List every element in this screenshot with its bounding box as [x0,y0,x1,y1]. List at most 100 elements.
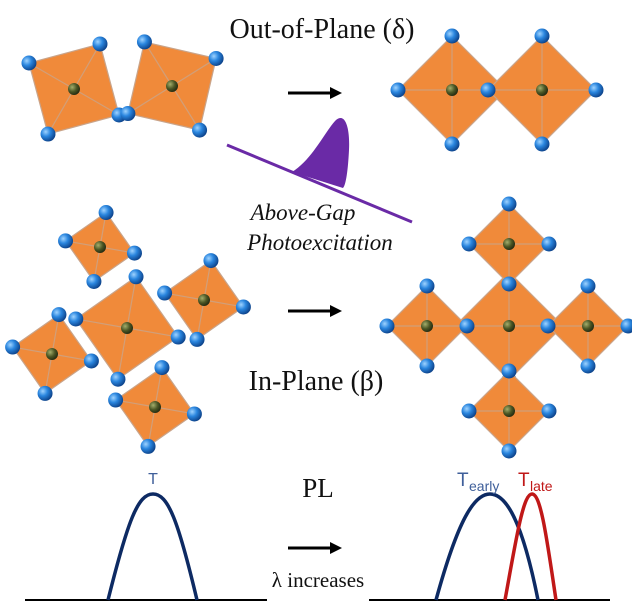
right-arrow-icon [288,542,342,554]
vertex-atom [192,122,208,138]
vertex-atom [459,318,475,334]
vertex-atom [540,318,556,334]
center-atom [198,294,210,306]
vertex-atom [480,82,496,98]
vertex-atom [461,403,477,419]
vertex-atom [541,236,557,252]
vertex-atom [136,34,152,50]
vertex-atom [501,196,517,212]
octahedron [461,196,557,292]
center-atom [46,348,58,360]
t-late-sub: late [530,478,553,494]
vertex-atom [588,82,604,98]
octahedron-bond [126,327,179,338]
vertex-atom [68,311,84,327]
vertex-atom [390,82,406,98]
t-early-sub: early [469,478,499,494]
t-early-main: T [457,470,469,491]
center-atom [421,320,433,332]
photoexcitation-label-line2: Photoexcitation [246,230,393,255]
vertex-atom [5,339,21,355]
vertex-atom [501,443,517,459]
vertex-atom [110,371,126,387]
vertex-atom [461,236,477,252]
octahedron-bond [143,41,173,87]
t-late-main: T [518,470,530,491]
center-atom [94,241,106,253]
vertex-atom [120,106,136,122]
center-atom [503,405,515,417]
t-label: T [148,471,158,488]
octahedron [379,278,475,374]
center-atom [166,80,178,92]
vertex-atom [208,50,224,66]
octahedron-bond [73,43,101,90]
vertex-atom [620,318,632,334]
octahedron-bond [28,62,75,90]
vertex-atom [92,36,108,52]
octahedron-bond [75,318,128,329]
vertex-atom [534,136,550,152]
vertex-atom [419,358,435,374]
center-atom [582,320,594,332]
vertex-atom [126,245,142,261]
vertex-atom [157,285,173,301]
octahedron [120,34,224,138]
vertex-atom [580,358,596,374]
right-arrow-icon [288,305,342,317]
octahedron [480,28,604,152]
octahedra-out-of-plane-before [21,34,224,142]
center-atom [503,238,515,250]
vertex-atom [501,363,517,379]
octahedron-bond [47,88,75,135]
center-atom [446,84,458,96]
pl-curve-t [106,492,199,601]
laser-pulse-icon [226,118,413,224]
vertex-atom [58,233,74,249]
octahedron-bond [171,85,201,131]
photoexcitation-label-line1: Above-Gap [249,200,356,225]
octahedron-bond [73,88,120,116]
octahedron [5,307,99,401]
right-arrow-icon [288,87,342,99]
center-atom [149,401,161,413]
vertex-atom [444,28,460,44]
pl-curve-t-early [434,492,540,601]
t-late-label: T late [518,470,553,494]
pl-curve-t-late [503,492,558,601]
octahedron [58,205,142,289]
vertex-atom [379,318,395,334]
center-atom [68,83,80,95]
vertex-atom [186,406,202,422]
t-early-label: T early [457,470,499,494]
vertex-atom [170,329,186,345]
octahedra-in-plane-after [379,196,632,459]
vertex-atom [580,278,596,294]
vertex-atom [51,307,67,323]
octahedra-in-plane-before [5,205,251,454]
vertex-atom [203,253,219,269]
octahedron [157,253,251,347]
vertex-atom [541,403,557,419]
center-atom [503,320,515,332]
vertex-atom [444,136,460,152]
octahedron [108,360,202,454]
vertex-atom [83,353,99,369]
lambda-increases-label: λ increases [272,568,364,592]
in-plane-label: In-Plane (β) [249,366,384,397]
vertex-atom [86,273,102,289]
octahedron [21,36,127,142]
vertex-atom [154,360,170,376]
octahedron [540,278,632,374]
center-atom [536,84,548,96]
octahedron [68,269,186,387]
vertex-atom [21,55,37,71]
out-of-plane-label: Out-of-Plane (δ) [229,14,414,45]
center-atom [121,322,133,334]
pl-label: PL [302,473,334,503]
vertex-atom [40,126,56,142]
vertex-atom [108,392,124,408]
vertex-atom [128,269,144,285]
vertex-atom [37,385,53,401]
